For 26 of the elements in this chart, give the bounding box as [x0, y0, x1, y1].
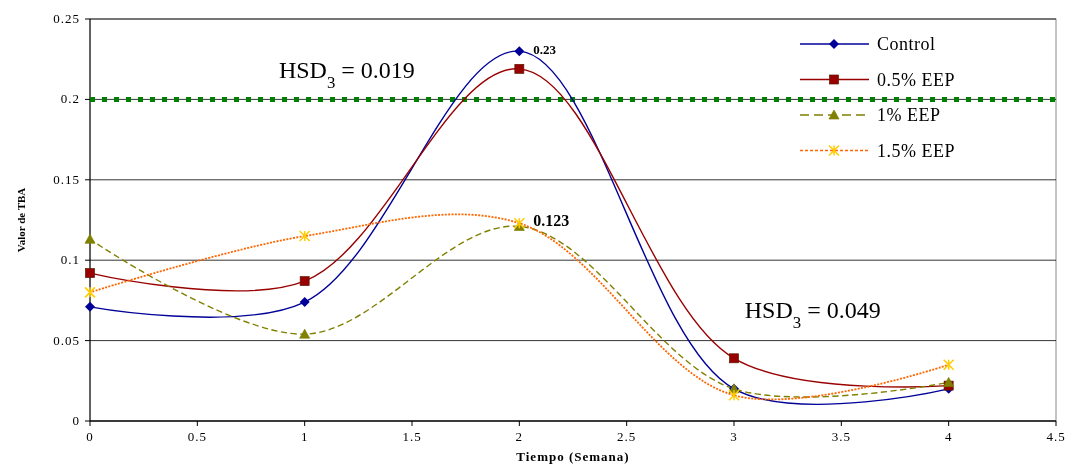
x-tick-label: 3: [730, 429, 738, 444]
data-label: 0.23: [533, 42, 557, 58]
y-tick-label: 0.1: [60, 252, 80, 268]
x-tick-label: 3.5: [831, 429, 851, 444]
x-tick-label: 2: [515, 429, 524, 444]
x-tick-label: 0.5: [187, 429, 207, 444]
legend-label: 1.5% EEP: [877, 140, 955, 161]
data-label: 0.123: [533, 212, 570, 230]
legend-label: Control: [877, 34, 936, 54]
x-tick-label: 0: [86, 429, 94, 444]
y-axis-title: Valor de TBA: [15, 187, 27, 253]
x-tick-label: 4: [944, 429, 953, 444]
y-tick-label: 0.05: [53, 332, 80, 348]
y-tick-label: 0.25: [53, 11, 80, 26]
x-tick-label: 1.5: [402, 429, 422, 444]
annotation: HSD$_{3}$ = 0.019: [278, 57, 415, 92]
annotation: HSD$_{3}$ = 0.049: [744, 297, 881, 332]
y-tick-label: 0: [72, 413, 80, 428]
legend-label: 0.5% EEP: [877, 69, 955, 90]
y-tick-label: 0.15: [53, 171, 80, 187]
x-tick-label: 2.5: [617, 429, 637, 444]
x-tick-label: 1: [300, 429, 309, 444]
x-tick-label: 4.5: [1046, 429, 1066, 444]
y-tick-label: 0.2: [60, 91, 80, 107]
x-axis-title: Tiempo (Semana): [516, 449, 630, 464]
legend-label: 1% EEP: [877, 105, 941, 125]
